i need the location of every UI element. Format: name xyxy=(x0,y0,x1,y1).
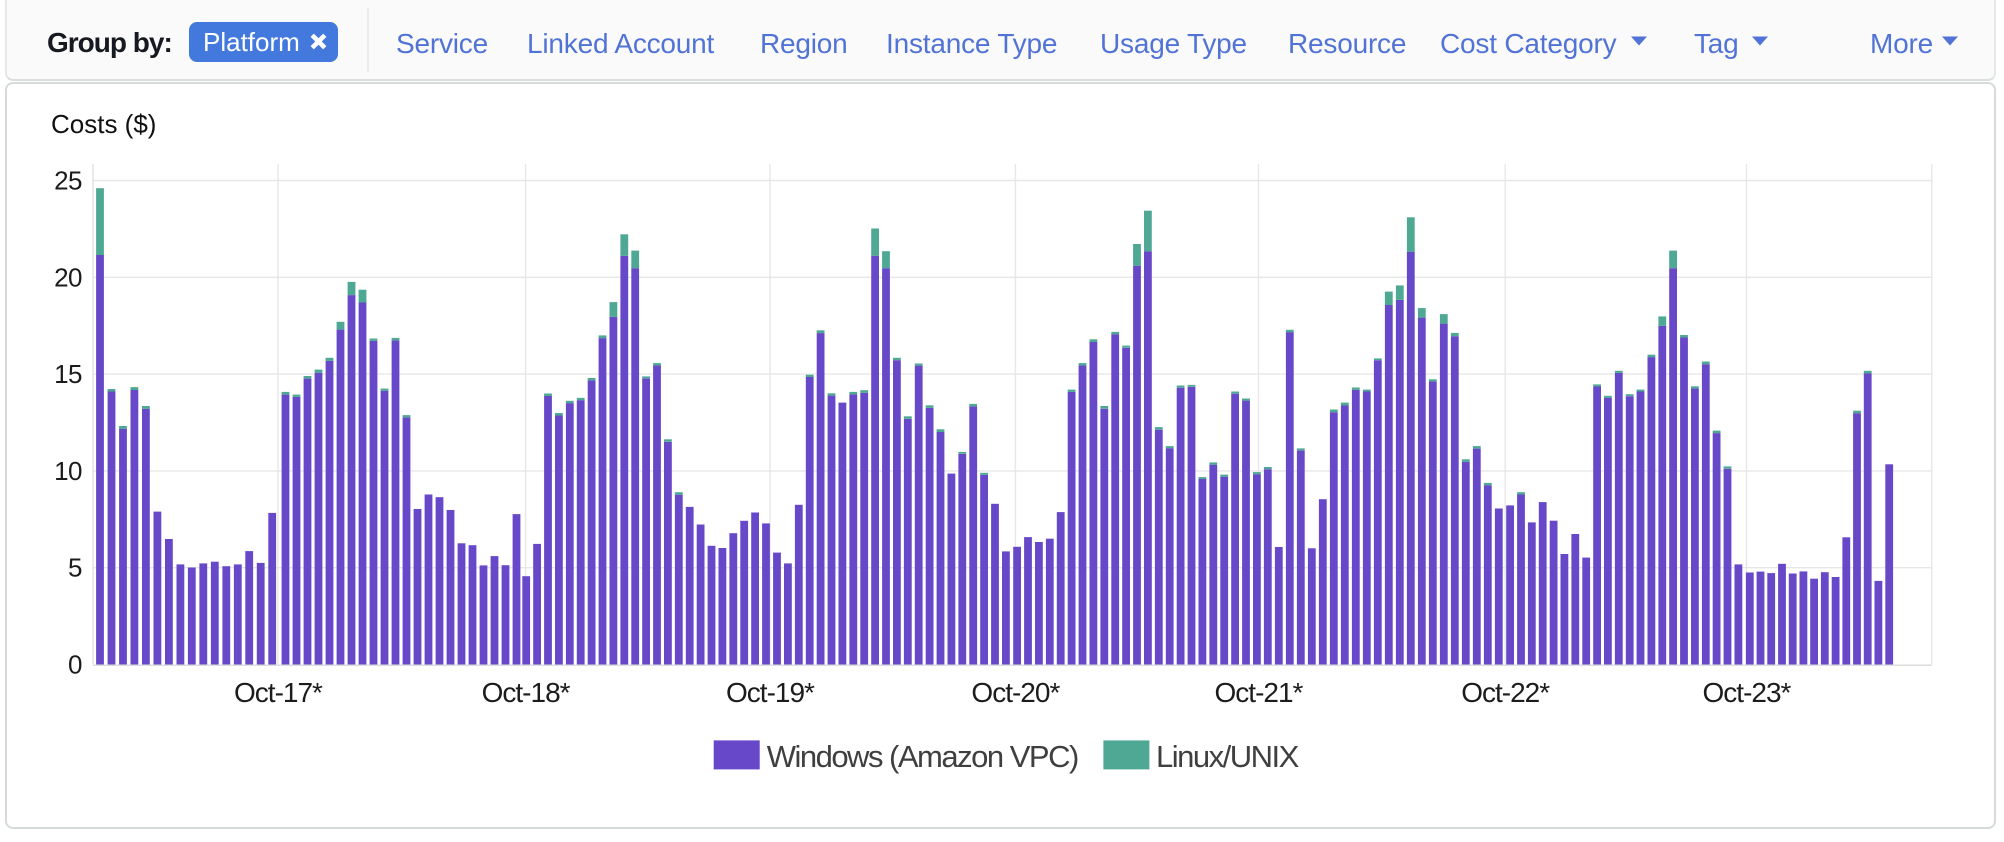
svg-text:Oct-17*: Oct-17* xyxy=(234,677,323,708)
svg-text:0: 0 xyxy=(68,650,82,680)
svg-text:Windows (Amazon VPC): Windows (Amazon VPC) xyxy=(767,739,1078,774)
svg-text:25: 25 xyxy=(54,166,82,196)
svg-text:Oct-18*: Oct-18* xyxy=(482,677,571,708)
svg-text:Oct-21*: Oct-21* xyxy=(1215,677,1304,708)
svg-text:Oct-20*: Oct-20* xyxy=(971,677,1060,708)
svg-text:5: 5 xyxy=(68,553,82,583)
svg-text:15: 15 xyxy=(54,359,82,389)
svg-text:Oct-22*: Oct-22* xyxy=(1461,677,1550,708)
svg-text:10: 10 xyxy=(54,456,82,486)
svg-text:Oct-23*: Oct-23* xyxy=(1703,677,1792,708)
svg-text:Oct-19*: Oct-19* xyxy=(726,677,815,708)
svg-text:20: 20 xyxy=(54,262,82,292)
svg-text:Linux/UNIX: Linux/UNIX xyxy=(1156,739,1300,774)
